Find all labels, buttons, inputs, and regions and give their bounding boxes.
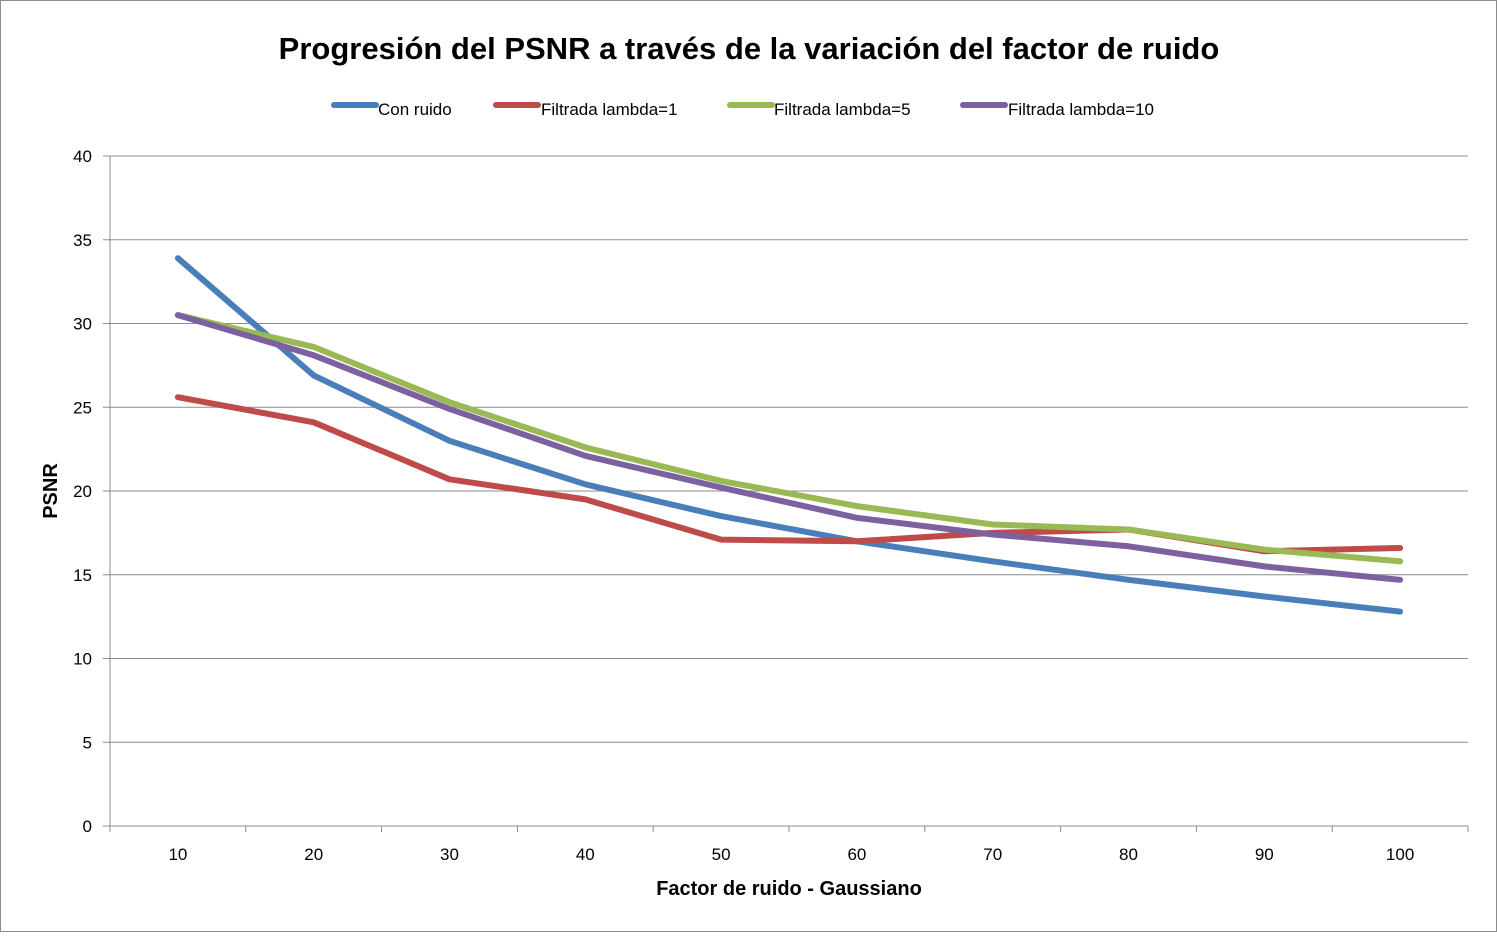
legend-item: Filtrada lambda=1 — [493, 100, 678, 119]
x-tick-label: 100 — [1386, 845, 1414, 864]
series-line-3 — [174, 312, 1404, 565]
gridlines — [110, 155, 1468, 743]
x-tick-label: 30 — [440, 845, 459, 864]
y-axis-title: PSNR — [40, 463, 62, 519]
legend-label: Filtrada lambda=1 — [541, 100, 678, 119]
x-tick-label: 20 — [304, 845, 323, 864]
y-tick-label: 15 — [73, 566, 92, 585]
chart-title: Progresión del PSNR a través de la varia… — [279, 31, 1220, 66]
x-axis-title: Factor de ruido - Gaussiano — [656, 878, 922, 900]
legend-item: Filtrada lambda=5 — [727, 100, 911, 119]
legend-label: Filtrada lambda=10 — [1008, 100, 1154, 119]
y-tick-label: 35 — [73, 231, 92, 250]
y-tick-label: 5 — [83, 733, 92, 752]
y-tick-label: 25 — [73, 398, 92, 417]
legend: Con ruido Filtrada lambda=1 Filtrada lambd… — [331, 100, 1154, 119]
series-line-4 — [174, 312, 1404, 583]
legend-label: Con ruido — [378, 100, 452, 119]
x-tick-label: 80 — [1119, 845, 1138, 864]
x-tick-label: 70 — [983, 845, 1002, 864]
y-tick-label: 30 — [73, 315, 92, 334]
series-lines — [174, 255, 1404, 615]
y-tick-label: 10 — [73, 650, 92, 669]
y-tick-label: 20 — [73, 482, 92, 501]
legend-item: Filtrada lambda=10 — [960, 100, 1154, 119]
y-axis-ticks: 0 5 10 15 20 25 30 35 40 — [73, 147, 110, 836]
y-tick-label: 40 — [73, 147, 92, 166]
y-tick-label: 0 — [83, 817, 92, 836]
x-tick-label: 40 — [576, 845, 595, 864]
x-axis-ticks: 10 20 30 40 50 60 70 80 90 100 — [109, 826, 1469, 864]
legend-item: Con ruido — [331, 100, 452, 119]
series-line-1 — [174, 255, 1404, 615]
x-tick-label: 90 — [1255, 845, 1274, 864]
legend-label: Filtrada lambda=5 — [774, 100, 911, 119]
x-tick-label: 60 — [847, 845, 866, 864]
x-tick-label: 50 — [712, 845, 731, 864]
x-tick-label: 10 — [168, 845, 187, 864]
